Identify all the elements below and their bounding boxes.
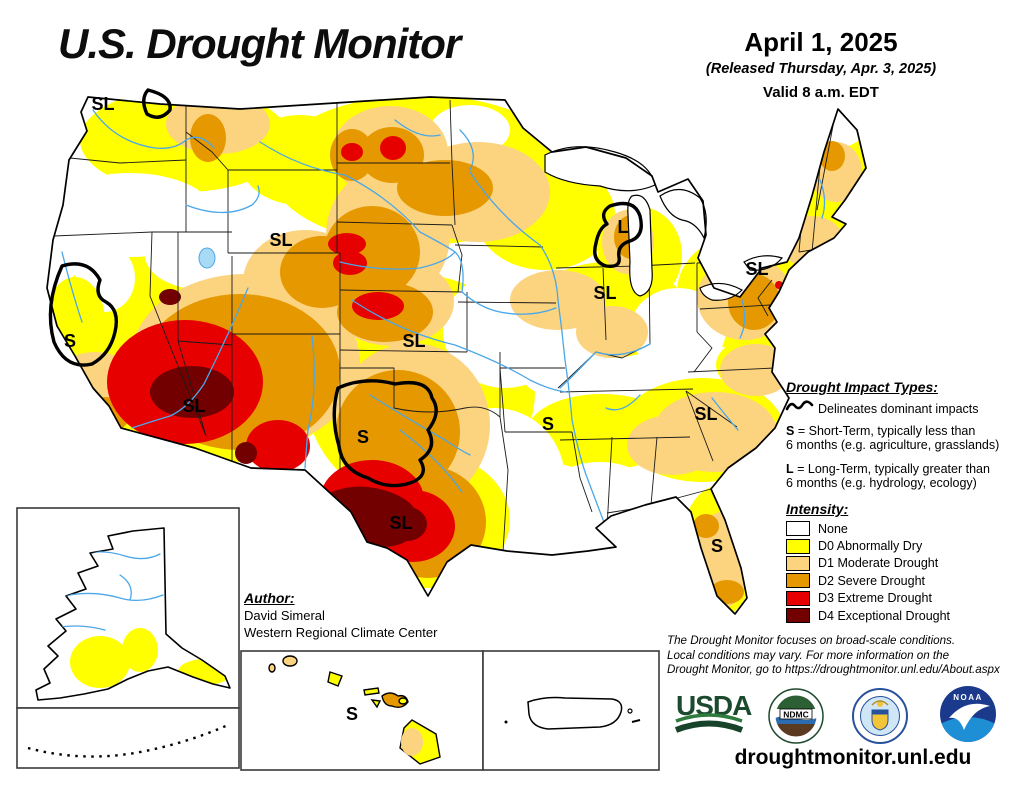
conus-outline: [46, 96, 867, 615]
short-term-key: S: [786, 424, 795, 438]
swatch-none: [786, 521, 810, 537]
swatch-d1: [786, 555, 810, 571]
disclaimer-text: The Drought Monitor focuses on broad-sca…: [667, 634, 1000, 676]
legend-row-d4: D4 Exceptional Drought: [786, 607, 1016, 624]
label-hawaii: S: [346, 704, 358, 724]
label-arizona: SL: [182, 396, 205, 416]
hawaii-inset: S: [240, 650, 484, 771]
short-term-definition-line1: S = Short-Term, typically less than: [786, 424, 976, 438]
ndmc-logo: NDMC: [768, 688, 824, 744]
long-term-key: L: [786, 462, 794, 476]
legend-row-none: None: [786, 520, 1016, 537]
label-washington: SL: [91, 94, 114, 114]
label-south-carolina: SL: [694, 404, 717, 424]
author-org: Western Regional Climate Center: [244, 625, 438, 640]
puerto-rico-inset: [482, 650, 660, 771]
label-indiana: SL: [593, 283, 616, 303]
legend-label: D0 Abnormally Dry: [818, 539, 923, 554]
page-title: U.S. Drought Monitor: [58, 20, 461, 67]
label-mississippi: S: [542, 414, 554, 434]
label-west-texas: S: [357, 427, 369, 447]
legend-row-d2: D2 Severe Drought: [786, 572, 1016, 589]
long-term-definition-line2: 6 months (e.g. hydrology, ecology): [786, 476, 977, 490]
map-date: April 1, 2025: [744, 27, 898, 57]
swatch-d4: [786, 608, 810, 624]
impact-squiggle-icon: [784, 398, 814, 419]
label-wyoming: SL: [269, 230, 292, 250]
legend-label: D3 Extreme Drought: [818, 591, 932, 606]
impact-boundaries: [48, 88, 643, 488]
svg-text:NDMC: NDMC: [783, 710, 809, 720]
noaa-logo: NOAA: [940, 686, 996, 742]
svg-text:NOAA: NOAA: [953, 693, 983, 702]
rivers: [61, 109, 826, 544]
legend-row-d3: D3 Extreme Drought: [786, 590, 1016, 607]
usda-logo: USDA: [674, 690, 753, 733]
label-michigan: L: [618, 217, 629, 237]
legend-label: None: [818, 521, 848, 536]
label-florida: S: [711, 536, 723, 556]
impact-labels: SL SL S SL SL S SL S SL S L SL SL: [64, 94, 769, 556]
commerce-seal: [852, 688, 908, 744]
label-south-texas: SL: [389, 513, 412, 533]
valid-time: Valid 8 a.m. EDT: [763, 84, 879, 101]
swatch-d2: [786, 573, 810, 589]
impact-delineates-label: Delineates dominant impacts: [818, 402, 979, 416]
legend-row-d1: D1 Moderate Drought: [786, 555, 1016, 572]
swatch-d3: [786, 590, 810, 606]
legend-label: D4 Exceptional Drought: [818, 608, 951, 623]
alaska-inset: [16, 507, 240, 769]
state-borders: [53, 97, 837, 553]
long-term-definition-line1: L = Long-Term, typically greater than: [786, 462, 990, 476]
swatch-d0: [786, 538, 810, 554]
release-date: (Released Thursday, Apr. 3, 2025): [705, 61, 937, 77]
legend-row-d0: D0 Abnormally Dry: [786, 537, 1016, 554]
intensity-legend: None D0 Abnormally Dry D1 Moderate Droug…: [786, 520, 1016, 624]
impact-types-heading: Drought Impact Types:: [786, 379, 938, 395]
legend-label: D2 Severe Drought: [818, 573, 926, 588]
author-name: David Simeral: [244, 608, 325, 623]
label-new-jersey: SL: [745, 259, 768, 279]
author-heading: Author:: [244, 590, 295, 606]
great-lakes: [544, 146, 784, 301]
short-term-definition-line2: 6 months (e.g. agriculture, grasslands): [786, 438, 1000, 452]
intensity-heading: Intensity:: [786, 501, 849, 517]
droughtmonitor-url[interactable]: droughtmonitor.unl.edu: [734, 746, 972, 769]
legend-label: D1 Moderate Drought: [818, 556, 939, 571]
label-california: S: [64, 331, 76, 351]
drought-shading: [47, 97, 866, 614]
label-kansas: SL: [402, 331, 425, 351]
